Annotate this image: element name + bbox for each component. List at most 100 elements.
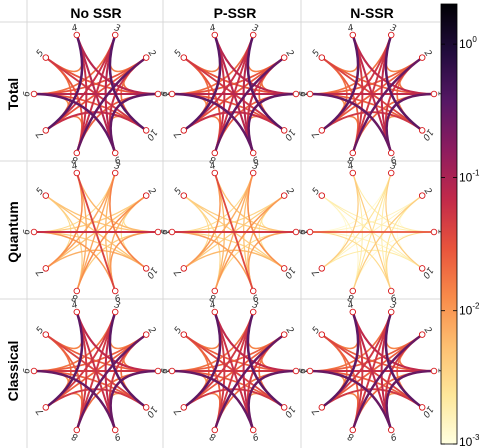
colorbar-tick-base: 10 <box>459 435 473 448</box>
chord-node <box>42 404 50 411</box>
chord-node <box>387 31 395 39</box>
chord-node <box>418 404 426 411</box>
node-label: 2 <box>146 48 158 59</box>
node-label: 8 <box>208 430 217 441</box>
colorbar-tick-base: 10 <box>459 170 473 184</box>
chord-node <box>280 265 288 272</box>
chord-edge <box>109 34 147 73</box>
chord-edge <box>247 311 285 350</box>
chord-node <box>430 90 438 98</box>
chord-node <box>349 308 357 316</box>
chord-node <box>349 169 357 177</box>
node-label: 8 <box>208 153 217 164</box>
node-label: 5 <box>35 186 47 197</box>
node-label: 4 <box>209 23 218 34</box>
node-label: 5 <box>173 186 185 197</box>
node-label: 5 <box>35 48 47 59</box>
chord-node <box>73 31 81 39</box>
node-label: 7 <box>173 129 185 140</box>
node-label: 6 <box>23 229 33 235</box>
chord-node <box>418 265 426 272</box>
node-label: 9 <box>389 153 398 164</box>
chord-edge <box>321 195 359 292</box>
chord-node <box>211 31 219 39</box>
chord-node <box>418 331 426 338</box>
chord-edge <box>108 310 148 409</box>
chord-node <box>30 367 38 375</box>
chord-node <box>292 367 300 375</box>
chord-edge <box>386 231 435 292</box>
chord-edge <box>321 34 359 73</box>
chord-edge <box>183 311 221 350</box>
chord-node <box>211 149 219 157</box>
chord-edge <box>32 92 117 155</box>
chord-edge <box>109 172 147 270</box>
node-label: 7 <box>35 406 47 417</box>
chord-node <box>430 367 438 375</box>
node-label: 1 <box>436 229 446 235</box>
chord-edge <box>320 310 360 409</box>
chord-node <box>387 169 395 177</box>
chord-edge <box>45 311 83 350</box>
chord-edge <box>384 310 424 409</box>
node-label: 9 <box>251 153 260 164</box>
chord-node <box>249 149 257 157</box>
chord-edge <box>352 172 435 233</box>
node-label: 4 <box>209 300 218 311</box>
chord-node <box>280 54 288 61</box>
node-label: 8 <box>346 430 355 441</box>
chord-edge <box>385 392 423 431</box>
chord-node <box>142 54 150 61</box>
row-title-quantum: Quantum <box>5 201 21 262</box>
chord-node <box>387 287 395 295</box>
chord-node <box>180 127 188 134</box>
chord-edge <box>320 388 424 409</box>
chord-edge <box>32 369 117 432</box>
colorbar-tick-exponent: -2 <box>472 302 480 311</box>
chord-node <box>387 149 395 157</box>
chord-edge <box>76 194 147 292</box>
chord-node <box>111 287 119 295</box>
chord-node <box>306 367 314 375</box>
chord-edge <box>321 249 423 269</box>
chord-node <box>430 228 438 236</box>
node-label: 3 <box>389 161 398 172</box>
node-label: 6 <box>299 229 309 235</box>
node-label: 4 <box>209 161 218 172</box>
node-label: 2 <box>146 325 158 336</box>
node-label: 7 <box>311 406 323 417</box>
chord-node <box>142 127 150 134</box>
node-label: 5 <box>35 325 47 336</box>
chord-node <box>249 31 257 39</box>
chord-edge <box>384 33 424 132</box>
chord-edge <box>182 33 222 132</box>
chord-edge <box>309 231 392 292</box>
node-label: 6 <box>299 368 309 374</box>
chord-edge <box>44 310 84 409</box>
chord-edge <box>247 115 285 154</box>
chord-node <box>249 169 257 177</box>
chord-node <box>111 308 119 316</box>
chord-edge <box>183 249 285 270</box>
chord-edge <box>182 388 286 409</box>
chord-edge <box>45 34 83 73</box>
node-label: 1 <box>436 368 446 374</box>
node-label: 3 <box>113 300 122 311</box>
node-label: 9 <box>251 430 260 441</box>
chord-edge <box>44 33 84 132</box>
colorbar-tick-base: 10 <box>459 304 473 318</box>
chord-edge <box>247 369 298 432</box>
chord-node <box>318 331 326 338</box>
chord-node <box>211 308 219 316</box>
chord-node <box>349 149 357 157</box>
node-label: 7 <box>35 267 47 278</box>
node-label: 4 <box>71 23 80 34</box>
chord-edge <box>76 172 159 233</box>
node-label: 8 <box>346 291 355 302</box>
chord-node <box>73 308 81 316</box>
chord-node <box>73 426 81 434</box>
